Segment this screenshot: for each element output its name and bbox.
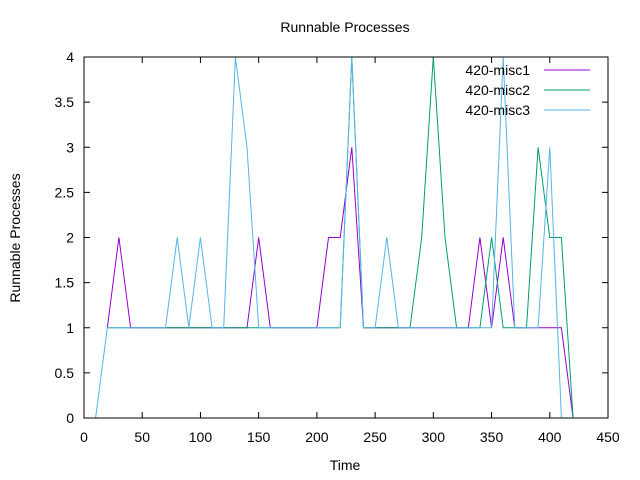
y-tick-label: 2 [66,230,74,246]
legend-label: 420-misc2 [465,82,530,98]
x-tick-label: 450 [596,429,620,445]
plot-frame [83,56,609,419]
x-tick-label: 150 [247,429,271,445]
x-tick-label: 300 [422,429,446,445]
x-tick-label: 50 [134,429,150,445]
legend: 420-misc1 420-misc2 420-misc3 [465,62,590,118]
y-tick-label: 3 [66,139,74,155]
y-tick-label: 4 [66,49,74,65]
x-axis-label: Time [330,457,361,473]
x-tick-label: 200 [305,429,329,445]
y-axis-label: Runnable Processes [7,173,23,302]
legend-label: 420-misc3 [465,102,530,118]
x-tick-label: 350 [480,429,504,445]
y-tick-label: 0.5 [55,365,75,381]
y-tick-label: 3.5 [55,94,75,110]
chart-title: Runnable Processes [280,19,409,35]
axis-ticks: 0 50 100 150 200 250 300 350 400 450 0 0.5 1 1.5 2 2.5 3… [55,49,620,445]
y-tick-label: 1 [66,320,74,336]
series-line-3 [95,56,562,419]
x-tick-label: 0 [80,429,88,445]
y-tick-label: 2.5 [55,184,75,200]
series-group [95,56,574,419]
y-tick-label: 0 [66,410,74,426]
x-tick-label: 250 [363,429,387,445]
x-tick-label: 100 [189,429,213,445]
series-line-1 [106,147,574,419]
x-tick-label: 400 [538,429,562,445]
y-tick-label: 1.5 [55,275,75,291]
legend-label: 420-misc1 [465,62,530,78]
